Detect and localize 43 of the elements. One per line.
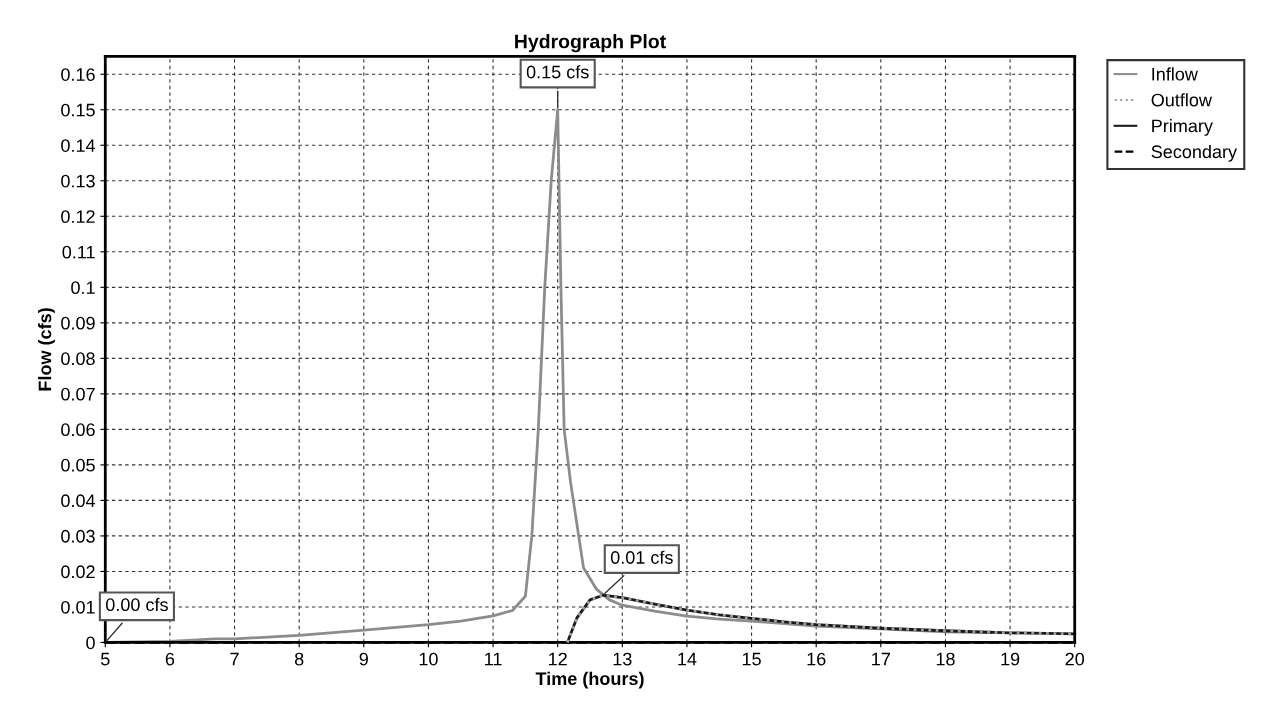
x-axis-title: Time (hours) [535,671,644,689]
y-tick-label: 0.04 [61,494,96,508]
y-tick-label: 0.03 [61,529,95,543]
x-tick-label: 11 [485,652,502,666]
y-tick-label: 0.1 [71,281,95,295]
x-tick-label: 9 [359,652,368,666]
y-tick-label: 0.12 [61,210,95,224]
y-tick-label: 0.13 [61,174,95,188]
y-tick-label: 0.11 [62,245,95,259]
x-tick-label: 13 [613,652,632,666]
legend-label: Secondary [1151,144,1238,162]
y-tick-label: 0.02 [61,565,95,579]
x-tick-label: 14 [678,652,697,666]
x-tick-label: 12 [549,652,567,666]
y-axis-title: Flow (cfs) [38,308,55,391]
legend-label: Inflow [1152,67,1198,81]
y-tick-label: 0.01 [61,600,95,614]
annotation: 0.01 cfs [610,550,673,564]
y-tick-label: 0.09 [61,316,95,330]
x-tick-label: 17 [872,652,890,666]
x-tick-label: 7 [230,652,239,666]
y-tick-label: 0 [86,636,95,650]
y-tick-label: 0.15 [61,103,95,117]
x-tick-label: 15 [742,652,761,666]
y-tick-label: 0.14 [61,139,96,152]
legend-label: Primary [1152,119,1213,136]
x-tick-label: 16 [807,652,826,666]
x-tick-label: 6 [165,652,175,666]
x-tick-label: 20 [1065,652,1085,666]
y-tick-label: 0.05 [61,458,95,472]
annotation: 0.00 cfs [105,597,168,612]
chart-title: Hydrograph Plot [515,34,666,53]
x-tick-label: 18 [936,652,955,666]
y-tick-label: 0.06 [61,423,95,437]
y-tick-label: 0.16 [61,68,95,81]
x-tick-label: 5 [100,652,110,666]
y-tick-label: 0.07 [61,387,95,401]
x-tick-label: 19 [1001,652,1020,666]
x-tick-label: 10 [419,652,438,666]
legend-label: Outflow [1151,93,1212,107]
x-tick-label: 8 [294,652,304,666]
y-tick-label: 0.08 [61,352,95,366]
annotation: 0.15 cfs [526,65,589,79]
